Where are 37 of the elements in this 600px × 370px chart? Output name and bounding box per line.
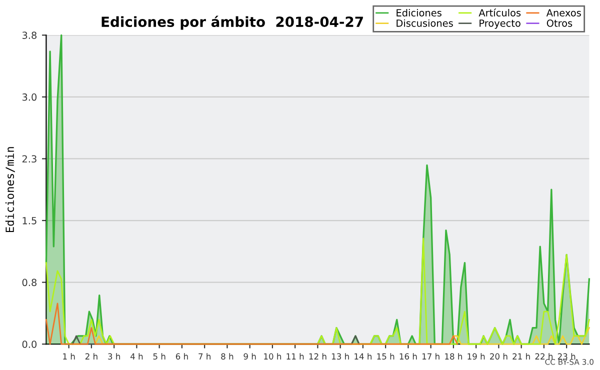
x-tick-label: 8 h [221, 353, 234, 360]
x-tick-label: 19 h [468, 353, 485, 360]
chart-title: Ediciones por ámbito 2018-04-27 [102, 16, 363, 30]
x-tick-label: 15 h [377, 353, 394, 360]
legend-label: Artículos [478, 8, 521, 16]
y-tick-label: 3.0 [22, 93, 37, 101]
legend-label: Proyecto [480, 20, 520, 29]
x-tick-label: 13 h [332, 353, 349, 360]
y-tick-label: 1.5 [22, 217, 36, 224]
x-tick-label: 17 h [422, 353, 440, 360]
x-tick-label: 3 h [108, 353, 120, 360]
x-tick-label: 16 h [400, 353, 417, 360]
x-tick-label: 9 h [244, 353, 256, 360]
x-tick-label: 5 h [153, 353, 166, 360]
x-tick-label: 22 h [535, 353, 553, 360]
x-tick-label: 2 h [85, 353, 98, 360]
legend-label: Discusiones [396, 19, 453, 27]
y-tick-label: 3.8 [22, 32, 37, 39]
x-tick-label: 12 h [309, 353, 326, 360]
x-tick-label: 23 h [558, 353, 576, 360]
legend-label: Anexos [546, 9, 581, 16]
x-tick-label: 4 h [130, 353, 143, 360]
x-tick-label: 10 h [264, 353, 282, 360]
y-tick-label: 2.3 [22, 155, 36, 163]
x-tick-label: 20 h [490, 353, 508, 360]
x-tick-label: 11 h [286, 353, 304, 360]
x-tick-label: 7 h [198, 353, 210, 360]
y-tick-label: 0.0 [22, 340, 37, 348]
x-tick-label: 21 h [512, 353, 530, 360]
x-tick-label: 1 h [63, 353, 75, 360]
x-tick-label: 14 h [354, 353, 372, 360]
y-axis-title: Ediciones/min [5, 147, 15, 232]
legend-label: Otros [546, 19, 572, 27]
legend-label: Ediciones [396, 8, 442, 16]
x-tick-label: 6 h [176, 353, 188, 360]
y-tick-label: 0.8 [22, 278, 37, 286]
x-tick-label: 18 h [445, 353, 462, 360]
